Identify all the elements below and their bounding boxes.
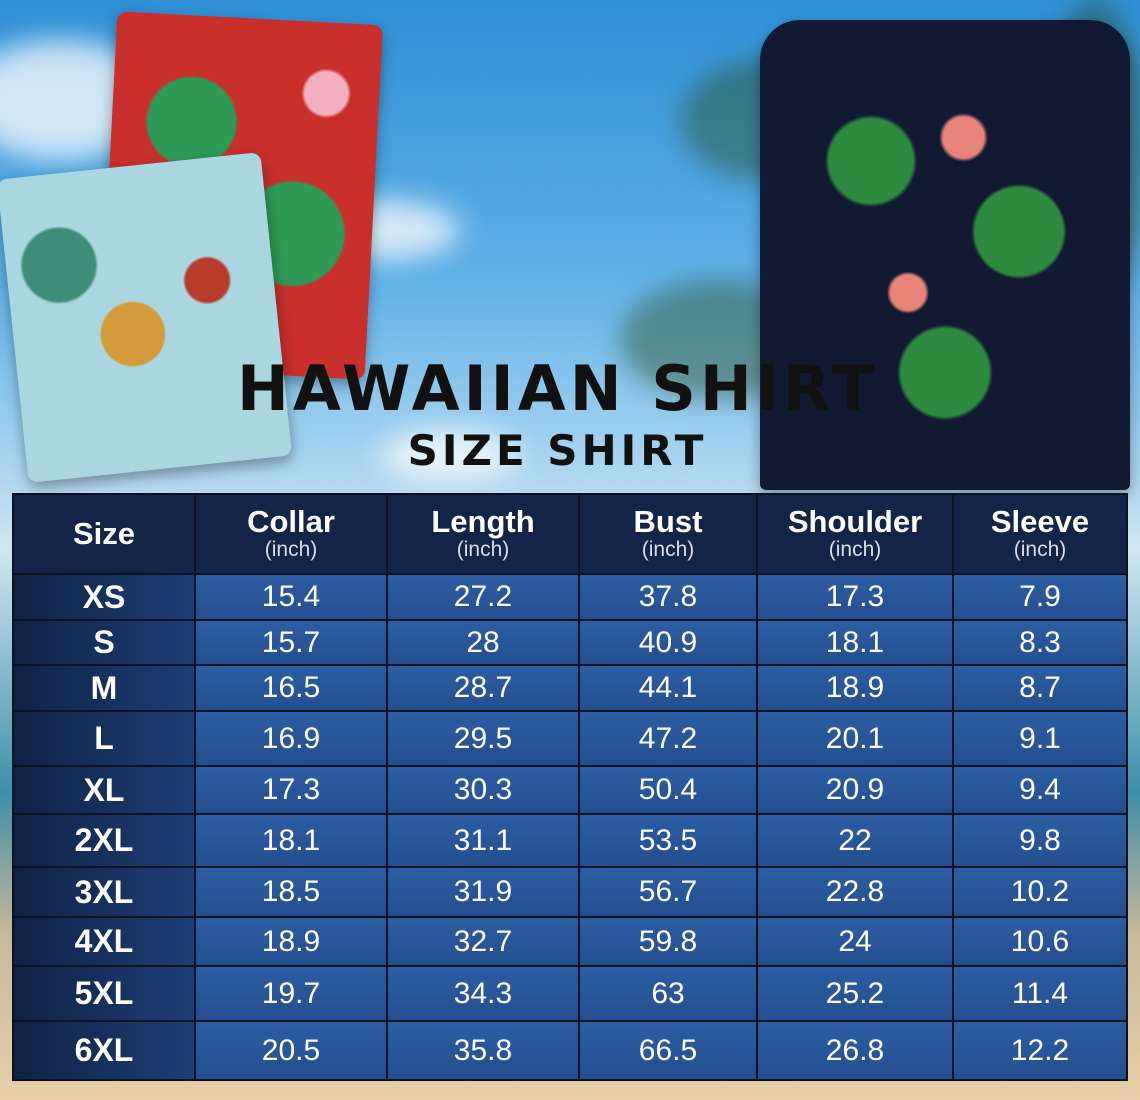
header-bust: Bust (inch) [578, 493, 758, 575]
value-cell: 16.9 [194, 710, 388, 767]
size-table: Size Collar (inch) Length (inch) Bust (inch… [12, 493, 1128, 1081]
header-unit: (inch) [456, 538, 510, 561]
value-cell: 10.2 [952, 866, 1128, 918]
value-cell: 34.3 [386, 965, 580, 1022]
value-cell: 44.1 [578, 664, 758, 712]
size-cell: S [12, 619, 196, 666]
value-cell: 50.4 [578, 765, 758, 815]
value-cell: 19.7 [194, 965, 388, 1022]
table-row: L 16.9 29.5 47.2 20.1 9.1 [12, 710, 1128, 767]
value-cell: 20.5 [194, 1020, 388, 1081]
value-cell: 12.2 [952, 1020, 1128, 1081]
value-cell: 31.9 [386, 866, 580, 918]
value-cell: 17.3 [756, 573, 954, 621]
value-cell: 26.8 [756, 1020, 954, 1081]
value-cell: 35.8 [386, 1020, 580, 1081]
chart-subtitle: SIZE SHIRT [407, 426, 708, 475]
value-cell: 10.6 [952, 916, 1128, 967]
value-cell: 31.1 [386, 813, 580, 868]
value-cell: 22 [756, 813, 954, 868]
value-cell: 18.1 [756, 619, 954, 666]
value-cell: 15.4 [194, 573, 388, 621]
header-unit: (inch) [828, 538, 882, 561]
value-cell: 8.3 [952, 619, 1128, 666]
value-cell: 18.9 [756, 664, 954, 712]
header-sleeve: Sleeve (inch) [952, 493, 1128, 575]
value-cell: 28 [386, 619, 580, 666]
value-cell: 32.7 [386, 916, 580, 967]
value-cell: 37.8 [578, 573, 758, 621]
value-cell: 28.7 [386, 664, 580, 712]
header-length: Length (inch) [386, 493, 580, 575]
table-header-row: Size Collar (inch) Length (inch) Bust (inch… [12, 493, 1128, 575]
value-cell: 9.4 [952, 765, 1128, 815]
table-row: 3XL 18.5 31.9 56.7 22.8 10.2 [12, 866, 1128, 918]
table-row: 5XL 19.7 34.3 63 25.2 11.4 [12, 965, 1128, 1022]
header-label: Length [431, 504, 535, 539]
size-cell: XL [12, 765, 196, 815]
value-cell: 18.5 [194, 866, 388, 918]
value-cell: 30.3 [386, 765, 580, 815]
table-body: XS 15.4 27.2 37.8 17.3 7.9 S 15.7 28 40.9 18.1 8.3 M… [12, 573, 1128, 1081]
chart-title: HAWAIIAN SHIRT [236, 352, 879, 425]
value-cell: 15.7 [194, 619, 388, 666]
value-cell: 40.9 [578, 619, 758, 666]
value-cell: 47.2 [578, 710, 758, 767]
cloud [380, 430, 520, 480]
value-cell: 63 [578, 965, 758, 1022]
value-cell: 27.2 [386, 573, 580, 621]
size-cell: L [12, 710, 196, 767]
header-size: Size [12, 493, 196, 575]
size-cell: XS [12, 573, 196, 621]
value-cell: 56.7 [578, 866, 758, 918]
size-cell: 2XL [12, 813, 196, 868]
header-label: Shoulder [787, 504, 923, 539]
value-cell: 22.8 [756, 866, 954, 918]
value-cell: 20.9 [756, 765, 954, 815]
value-cell: 20.1 [756, 710, 954, 767]
value-cell: 18.9 [194, 916, 388, 967]
header-collar: Collar (inch) [194, 493, 388, 575]
size-cell: M [12, 664, 196, 712]
value-cell: 59.8 [578, 916, 758, 967]
table-row: 4XL 18.9 32.7 59.8 24 10.6 [12, 916, 1128, 967]
header-unit: (inch) [1013, 538, 1067, 561]
flamingo-shirt-model-image [760, 20, 1130, 490]
header-shoulder: Shoulder (inch) [756, 493, 954, 575]
table-row: S 15.7 28 40.9 18.1 8.3 [12, 619, 1128, 666]
header-unit: (inch) [641, 538, 695, 561]
size-cell: 3XL [12, 866, 196, 918]
value-cell: 17.3 [194, 765, 388, 815]
header-unit: (inch) [264, 538, 318, 561]
header-label: Size [72, 516, 136, 551]
value-cell: 24 [756, 916, 954, 967]
size-cell: 5XL [12, 965, 196, 1022]
table-row: M 16.5 28.7 44.1 18.9 8.7 [12, 664, 1128, 712]
value-cell: 11.4 [952, 965, 1128, 1022]
table-row: XL 17.3 30.3 50.4 20.9 9.4 [12, 765, 1128, 815]
value-cell: 8.7 [952, 664, 1128, 712]
size-cell: 4XL [12, 916, 196, 967]
value-cell: 9.1 [952, 710, 1128, 767]
table-row: XS 15.4 27.2 37.8 17.3 7.9 [12, 573, 1128, 621]
value-cell: 7.9 [952, 573, 1128, 621]
value-cell: 16.5 [194, 664, 388, 712]
value-cell: 25.2 [756, 965, 954, 1022]
header-label: Collar [247, 504, 335, 539]
value-cell: 53.5 [578, 813, 758, 868]
header-label: Sleeve [990, 504, 1090, 539]
table-row: 2XL 18.1 31.1 53.5 22 9.8 [12, 813, 1128, 868]
value-cell: 66.5 [578, 1020, 758, 1081]
table-row: 6XL 20.5 35.8 66.5 26.8 12.2 [12, 1020, 1128, 1081]
value-cell: 18.1 [194, 813, 388, 868]
size-cell: 6XL [12, 1020, 196, 1081]
value-cell: 9.8 [952, 813, 1128, 868]
value-cell: 29.5 [386, 710, 580, 767]
header-label: Bust [633, 504, 703, 539]
